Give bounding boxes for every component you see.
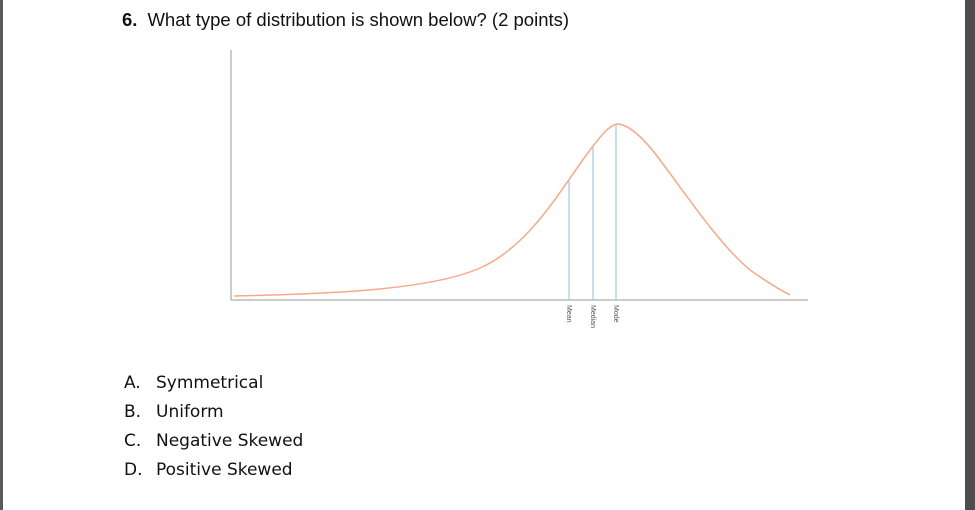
option-letter: B. bbox=[124, 401, 142, 422]
option-text: Negative Skewed bbox=[156, 430, 304, 451]
distribution-chart: Mean Median Mode bbox=[230, 50, 808, 328]
marker-label-median: Median bbox=[589, 305, 596, 328]
option-letter: A. bbox=[124, 372, 141, 393]
marker-label-mean: Mean bbox=[565, 305, 572, 323]
left-border bbox=[0, 0, 3, 510]
option-d[interactable]: D. Positive Skewed bbox=[124, 455, 303, 484]
distribution-curve bbox=[233, 123, 791, 297]
option-text: Positive Skewed bbox=[156, 459, 293, 480]
option-b[interactable]: B. Uniform bbox=[124, 397, 303, 426]
option-a[interactable]: A. Symmetrical bbox=[124, 368, 303, 397]
option-c[interactable]: C. Negative Skewed bbox=[124, 426, 303, 455]
marker-label-mode: Mode bbox=[612, 305, 619, 323]
option-text: Symmetrical bbox=[156, 372, 264, 393]
option-letter: C. bbox=[124, 430, 142, 451]
central-tendency-markers: Mean Median Mode bbox=[565, 125, 619, 328]
option-letter: D. bbox=[124, 459, 143, 480]
question-number: 6. bbox=[122, 9, 138, 30]
right-border bbox=[965, 0, 975, 510]
answer-options: A. Symmetrical B. Uniform C. Negative Sk… bbox=[124, 368, 303, 484]
question-heading: 6. What type of distribution is shown be… bbox=[122, 9, 569, 31]
option-text: Uniform bbox=[156, 401, 224, 422]
question-text: What type of distribution is shown below… bbox=[147, 9, 570, 30]
